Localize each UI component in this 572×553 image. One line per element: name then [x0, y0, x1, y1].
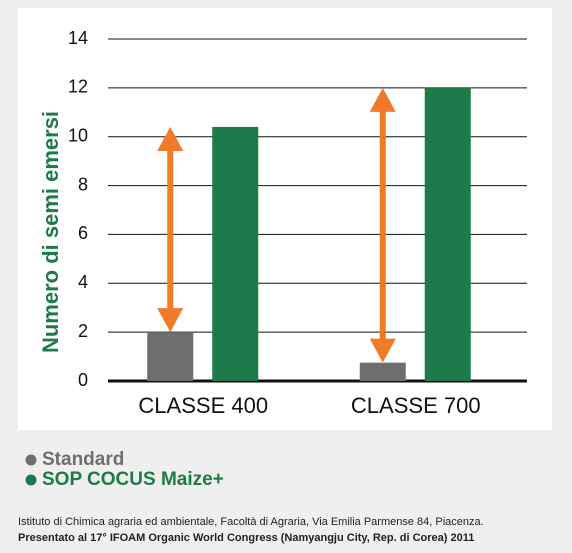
bar: [359, 362, 406, 381]
legend-label: SOP COCUS Maize+: [42, 469, 224, 490]
y-tick-label: 12: [68, 77, 88, 97]
y-tick-label: 0: [78, 370, 88, 390]
note: Presentato al 17° IFOAM Organic World Co…: [18, 532, 474, 544]
x-tick-label: CLASSE 700: [351, 393, 481, 418]
y-tick-label: 2: [78, 321, 88, 341]
y-tick-label: 14: [68, 28, 88, 48]
arrow-head: [157, 308, 184, 333]
note: Istituto di Chimica agraria ed ambiental…: [18, 516, 484, 528]
bar: [424, 87, 471, 381]
arrow-head: [369, 338, 396, 363]
legend-marker: [25, 474, 37, 486]
bar: [212, 126, 259, 381]
legend-marker: [25, 454, 37, 466]
y-tick-label: 4: [78, 272, 88, 292]
y-axis-label: Numero di semi emersi: [38, 111, 63, 353]
arrow-head: [369, 87, 396, 112]
x-tick-label: CLASSE 400: [138, 393, 268, 418]
y-tick-label: 8: [78, 174, 88, 194]
legend-label: Standard: [42, 449, 124, 470]
panel: [18, 8, 552, 430]
y-tick-label: 10: [68, 125, 88, 145]
y-tick-label: 6: [78, 223, 88, 243]
bar: [147, 332, 194, 381]
arrow-head: [157, 126, 184, 151]
